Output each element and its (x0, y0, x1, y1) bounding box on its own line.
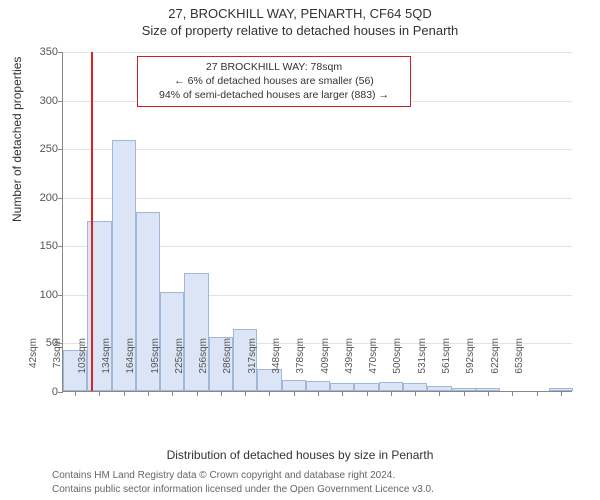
xtick-mark (221, 391, 222, 396)
plot-wrap: 05010015020025030035042sqm73sqm103sqm134… (62, 52, 572, 392)
chart-container: 27, BROCKHILL WAY, PENARTH, CF64 5QD Siz… (0, 0, 600, 500)
xtick-mark (488, 391, 489, 396)
ytick-mark (58, 52, 63, 53)
plot-area: 05010015020025030035042sqm73sqm103sqm134… (62, 52, 572, 392)
xtick-label: 225sqm (174, 338, 185, 388)
xtick-mark (561, 391, 562, 396)
xtick-mark (439, 391, 440, 396)
annotation-line-1: 27 BROCKHILL WAY: 78sqm (144, 60, 404, 74)
xtick-mark (269, 391, 270, 396)
xtick-label: 164sqm (125, 338, 136, 388)
xtick-label: 653sqm (514, 338, 525, 388)
xtick-mark (464, 391, 465, 396)
footer-line-2: Contains public sector information licen… (52, 483, 434, 497)
ytick-mark (58, 392, 63, 393)
xtick-label: 500sqm (392, 338, 403, 388)
annotation-box: 27 BROCKHILL WAY: 78sqm ← 6% of detached… (137, 56, 411, 107)
footer: Contains HM Land Registry data © Crown c… (52, 469, 434, 496)
xtick-label: 470sqm (368, 338, 379, 388)
xtick-mark (537, 391, 538, 396)
xtick-label: 42sqm (28, 338, 39, 388)
xtick-label: 561sqm (441, 338, 452, 388)
xtick-mark (148, 391, 149, 396)
page-title-address: 27, BROCKHILL WAY, PENARTH, CF64 5QD (0, 0, 600, 21)
xtick-mark (342, 391, 343, 396)
ytick-label: 100 (14, 289, 58, 301)
ytick-label: 350 (14, 46, 58, 58)
xtick-mark (172, 391, 173, 396)
xtick-label: 317sqm (247, 338, 258, 388)
xtick-label: 256sqm (198, 338, 209, 388)
xtick-label: 103sqm (77, 338, 88, 388)
ytick-mark (58, 149, 63, 150)
ytick-mark (58, 101, 63, 102)
ytick-label: 300 (14, 95, 58, 107)
ytick-label: 200 (14, 192, 58, 204)
gridline (63, 149, 572, 150)
footer-line-1: Contains HM Land Registry data © Crown c… (52, 469, 434, 483)
xtick-mark (245, 391, 246, 396)
xtick-label: 134sqm (101, 338, 112, 388)
xtick-mark (415, 391, 416, 396)
xtick-mark (294, 391, 295, 396)
xtick-label: 286sqm (222, 338, 233, 388)
xtick-label: 622sqm (490, 338, 501, 388)
xtick-mark (512, 391, 513, 396)
xtick-label: 378sqm (295, 338, 306, 388)
xtick-mark (197, 391, 198, 396)
ytick-mark (58, 246, 63, 247)
ytick-label: 150 (14, 240, 58, 252)
gridline (63, 198, 572, 199)
xtick-mark (124, 391, 125, 396)
xtick-mark (391, 391, 392, 396)
annotation-line-3: 94% of semi-detached houses are larger (… (144, 88, 404, 102)
xtick-label: 592sqm (465, 338, 476, 388)
annotation-line-2: ← 6% of detached houses are smaller (56) (144, 74, 404, 88)
x-axis-label: Distribution of detached houses by size … (0, 448, 600, 462)
xtick-label: 531sqm (417, 338, 428, 388)
xtick-mark (367, 391, 368, 396)
ytick-label: 250 (14, 143, 58, 155)
xtick-label: 409sqm (320, 338, 331, 388)
page-subtitle: Size of property relative to detached ho… (0, 21, 600, 38)
xtick-label: 439sqm (344, 338, 355, 388)
xtick-label: 195sqm (150, 338, 161, 388)
xtick-label: 348sqm (271, 338, 282, 388)
xtick-mark (99, 391, 100, 396)
xtick-label: 73sqm (52, 338, 63, 388)
xtick-mark (318, 391, 319, 396)
ytick-mark (58, 198, 63, 199)
ytick-mark (58, 295, 63, 296)
gridline (63, 52, 572, 53)
xtick-mark (75, 391, 76, 396)
property-marker-line (91, 52, 93, 391)
